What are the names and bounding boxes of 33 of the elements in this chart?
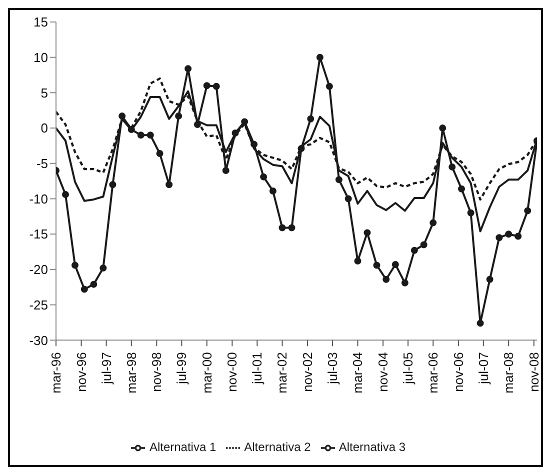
x-tick-label: nov-00 (224, 352, 240, 392)
y-tick-label: 5 (40, 85, 48, 100)
x-tick-label: jul-03 (325, 352, 340, 385)
x-tick-label: mar-02 (274, 352, 290, 394)
x-tick-label: mar-00 (199, 352, 214, 394)
x-tick-label: jul-97 (98, 352, 114, 385)
x-tick-label: mar-98 (124, 352, 139, 394)
y-tick-label: -5 (36, 156, 48, 172)
legend-label: Alternativa 1 (149, 440, 216, 454)
x-tick-label: jul-99 (174, 352, 190, 385)
y-tick-label: 0 (40, 120, 48, 136)
x-tick-label: mar-04 (350, 352, 366, 394)
y-tick-label: -10 (29, 191, 48, 206)
x-tick-label: mar-06 (426, 352, 441, 394)
y-tick-label: 15 (34, 14, 48, 30)
x-tick-label: nov-06 (450, 352, 466, 392)
x-tick-label: mar-96 (48, 352, 64, 394)
x-tick-label: nov-08 (526, 352, 542, 392)
x-tick-label: nov-98 (149, 352, 164, 392)
x-tick-label: jul-01 (250, 352, 265, 385)
y-tick-label: -25 (29, 297, 48, 312)
x-tick-label: jul-07 (476, 352, 491, 385)
legend-label: Alternativa 2 (244, 440, 311, 454)
y-tick-label: -30 (29, 332, 48, 348)
x-tick-label: nov-04 (376, 352, 391, 392)
y-tick-label: -15 (29, 226, 48, 242)
x-tick-label: nov-02 (300, 352, 316, 392)
y-tick-label: 10 (34, 50, 48, 65)
y-tick-label: -20 (29, 262, 48, 278)
legend-label: Alternativa 3 (338, 440, 406, 454)
x-tick-label: mar-08 (501, 352, 516, 394)
x-tick-label: nov-96 (74, 352, 89, 392)
x-tick-label: jul-05 (400, 352, 416, 385)
